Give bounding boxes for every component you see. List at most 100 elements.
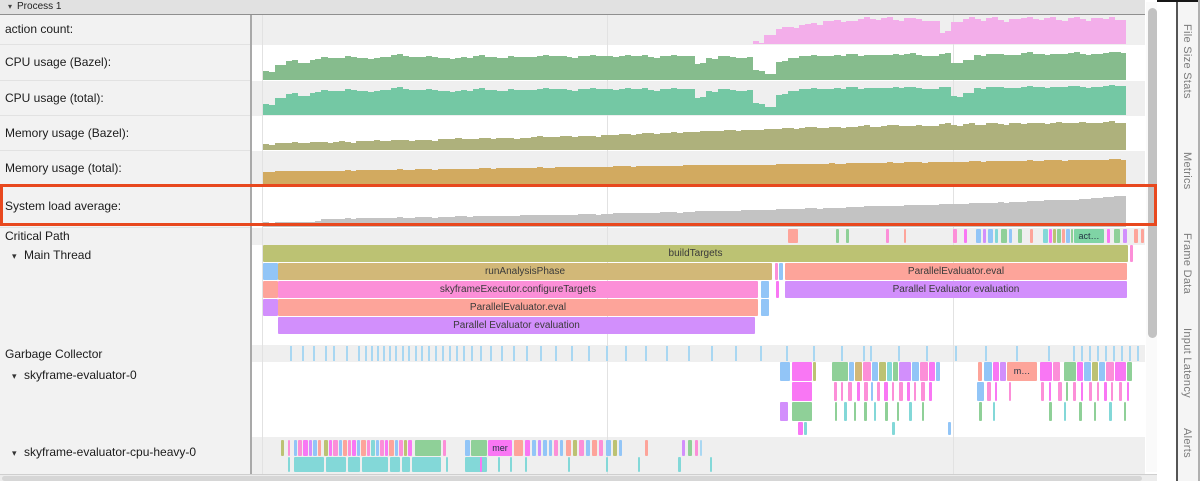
trace-slice[interactable] <box>263 263 278 280</box>
trace-slice[interactable] <box>1049 382 1051 401</box>
trace-slice[interactable] <box>1111 382 1113 401</box>
trace-slice[interactable] <box>904 229 906 243</box>
gc-tick[interactable] <box>1016 346 1018 361</box>
trace-slice[interactable] <box>568 457 570 472</box>
gc-tick[interactable] <box>606 346 608 361</box>
trace-slice[interactable] <box>1106 362 1114 381</box>
gc-tick[interactable] <box>395 346 397 361</box>
label-cpu-total[interactable]: CPU usage (total): <box>0 81 250 116</box>
trace-slice[interactable] <box>909 402 912 421</box>
label-critical-path[interactable]: Critical Path <box>5 229 70 243</box>
trace-slice[interactable] <box>309 440 312 456</box>
gc-tick[interactable] <box>513 346 515 361</box>
trace-slice[interactable] <box>780 402 788 421</box>
trace-slice[interactable] <box>1001 229 1007 243</box>
trace-slice[interactable] <box>525 457 527 472</box>
trace-slice[interactable] <box>1009 382 1011 401</box>
trace-slice[interactable] <box>281 440 284 456</box>
horizontal-scrollbar[interactable] <box>0 474 1157 481</box>
trace-slice[interactable] <box>395 440 398 456</box>
trace-slice[interactable] <box>367 440 370 456</box>
trace-slice[interactable] <box>995 229 998 243</box>
trace-slice[interactable] <box>700 440 702 456</box>
trace-slice[interactable] <box>1107 229 1110 243</box>
trace-slice[interactable] <box>532 440 536 456</box>
gc-tick[interactable] <box>456 346 458 361</box>
gc-tick[interactable] <box>735 346 737 361</box>
trace-slice[interactable] <box>832 362 848 381</box>
trace-slice[interactable] <box>835 402 837 421</box>
trace-slice[interactable] <box>303 440 308 456</box>
gc-tick[interactable] <box>1097 346 1099 361</box>
trace-slice[interactable] <box>892 422 895 435</box>
gc-tick[interactable] <box>813 346 815 361</box>
timeline-area[interactable]: act… buildTargets runAnalysisPhase Parallel… <box>252 0 1145 474</box>
gc-tick[interactable] <box>870 346 872 361</box>
gc-tick[interactable] <box>377 346 379 361</box>
trace-slice-labeled[interactable]: Parallel Evaluator evaluation <box>785 281 1127 298</box>
horizontal-scrollbar-thumb[interactable] <box>2 476 1142 481</box>
trace-slice[interactable] <box>995 382 997 401</box>
trace-slice[interactable] <box>855 362 862 381</box>
trace-slice[interactable] <box>1049 229 1052 243</box>
trace-slice[interactable] <box>976 229 981 243</box>
trace-slice[interactable] <box>362 457 388 472</box>
gc-tick[interactable] <box>863 346 865 361</box>
collapse-triangle-icon[interactable]: ▾ <box>12 371 17 381</box>
trace-slice[interactable] <box>929 382 932 401</box>
trace-slice[interactable] <box>964 229 967 243</box>
gc-tick[interactable] <box>333 346 335 361</box>
trace-slice[interactable] <box>920 362 928 381</box>
gc-tick[interactable] <box>428 346 430 361</box>
vertical-scrollbar-thumb[interactable] <box>1147 8 1157 338</box>
trace-slice[interactable] <box>1000 362 1006 381</box>
trace-slice[interactable] <box>846 229 849 243</box>
gc-tick[interactable] <box>526 346 528 361</box>
trace-slice[interactable] <box>263 281 278 298</box>
trace-slice[interactable] <box>792 402 812 421</box>
trace-slice[interactable] <box>899 382 903 401</box>
trace-slice[interactable] <box>554 440 558 456</box>
trace-slice[interactable] <box>798 422 803 435</box>
gc-tick[interactable] <box>365 346 367 361</box>
trace-slice[interactable] <box>313 440 317 456</box>
trace-slice[interactable] <box>892 382 894 401</box>
gc-tick[interactable] <box>688 346 690 361</box>
gc-tick[interactable] <box>786 346 788 361</box>
trace-slice[interactable] <box>402 457 410 472</box>
trace-slice[interactable] <box>1141 229 1144 243</box>
label-system-load[interactable]: System load average: <box>0 186 250 228</box>
label-mem-total[interactable]: Memory usage (total): <box>0 151 250 186</box>
trace-slice[interactable] <box>1134 229 1138 243</box>
trace-slice[interactable] <box>298 440 302 456</box>
trace-slice[interactable] <box>841 382 843 401</box>
trace-slice[interactable] <box>978 362 982 381</box>
trace-slice[interactable] <box>599 440 603 456</box>
trace-slice[interactable] <box>619 440 622 456</box>
trace-slice[interactable] <box>415 440 441 456</box>
trace-slice[interactable] <box>1077 362 1083 381</box>
counter-chart[interactable] <box>252 186 1145 228</box>
trace-slice-labeled[interactable]: skyframeExecutor.configureTargets <box>278 281 758 298</box>
gc-tick[interactable] <box>625 346 627 361</box>
trace-slice[interactable] <box>761 299 769 316</box>
trace-slice[interactable] <box>549 440 552 456</box>
trace-slice[interactable] <box>1043 229 1048 243</box>
gc-tick[interactable] <box>898 346 900 361</box>
trace-slice[interactable] <box>874 402 876 421</box>
trace-slice[interactable] <box>1115 362 1126 381</box>
trace-slice-labeled[interactable]: runAnalysisPhase <box>278 263 772 280</box>
trace-slice-labeled[interactable]: ParallelEvaluator.eval <box>785 263 1127 280</box>
trace-slice[interactable] <box>339 440 342 456</box>
trace-slice[interactable] <box>1064 362 1076 381</box>
trace-slice[interactable] <box>1058 382 1062 401</box>
trace-slice[interactable] <box>907 382 910 401</box>
trace-slice[interactable] <box>988 229 993 243</box>
gc-tick[interactable] <box>1121 346 1123 361</box>
trace-slice[interactable] <box>263 299 278 316</box>
trace-slice[interactable] <box>993 362 999 381</box>
trace-slice[interactable] <box>983 229 986 243</box>
gc-tick[interactable] <box>290 346 292 361</box>
gc-tick[interactable] <box>666 346 668 361</box>
gc-tick[interactable] <box>1048 346 1050 361</box>
